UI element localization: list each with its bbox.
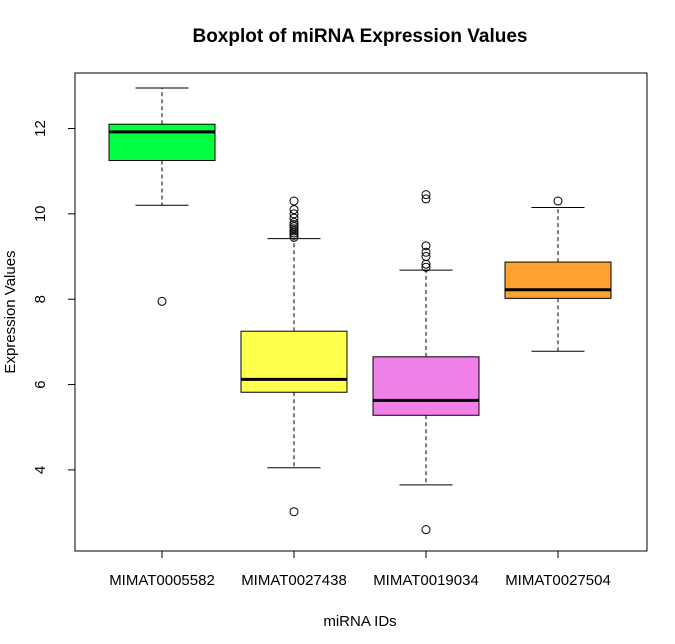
outlier-point [289,209,299,219]
y-tick-label: 10 [32,205,49,222]
chart-title: Boxplot of miRNA Expression Values [192,26,527,47]
outlier-point [289,213,299,223]
box-MIMAT0005582 [108,87,216,306]
outlier-point [289,220,299,230]
box-MIMAT0027504 [504,196,612,352]
outlier-point [157,296,167,306]
outlier-point [289,507,299,517]
boxes-group [108,87,612,535]
x-tick-label: MIMAT0027438 [241,572,347,589]
y-tick-label: 4 [32,466,49,474]
x-axis: MIMAT0005582 MIMAT0027438 MIMAT0019034 MIMA… [109,551,611,589]
iqr-box [108,123,216,161]
outlier-point [421,252,431,262]
outlier-point [289,222,299,232]
outlier-point [553,196,563,206]
y-tick-label: 6 [32,380,49,388]
outlier-point [421,190,431,200]
outlier-point [421,194,431,204]
outlier-point [289,226,299,236]
iqr-box [504,261,612,299]
y-axis-label: Expression Values [2,250,19,373]
outlier-point [289,230,299,240]
y-axis: 4 6 8 10 12 [32,120,75,474]
outlier-point [289,224,299,234]
outlier-point [289,217,299,227]
outlier-point [421,247,431,257]
plot-frame [74,72,648,552]
x-tick-label: MIMAT0005582 [109,572,215,589]
x-axis-label: miRNA IDs [323,613,396,630]
outlier-point [289,205,299,215]
outlier-point [421,525,431,535]
outlier-point [289,196,299,206]
iqr-box [240,330,348,393]
outlier-point [421,241,431,251]
outlier-point [421,262,431,272]
outlier-point [289,228,299,238]
box-MIMAT0019034 [372,190,480,535]
x-tick-label: MIMAT0019034 [373,572,479,589]
y-tick-label: 12 [32,120,49,137]
outlier-point [289,232,299,242]
iqr-box [372,356,480,416]
y-tick-label: 8 [32,295,49,303]
x-tick-label: MIMAT0027504 [505,572,611,589]
box-MIMAT0027438 [240,196,348,517]
